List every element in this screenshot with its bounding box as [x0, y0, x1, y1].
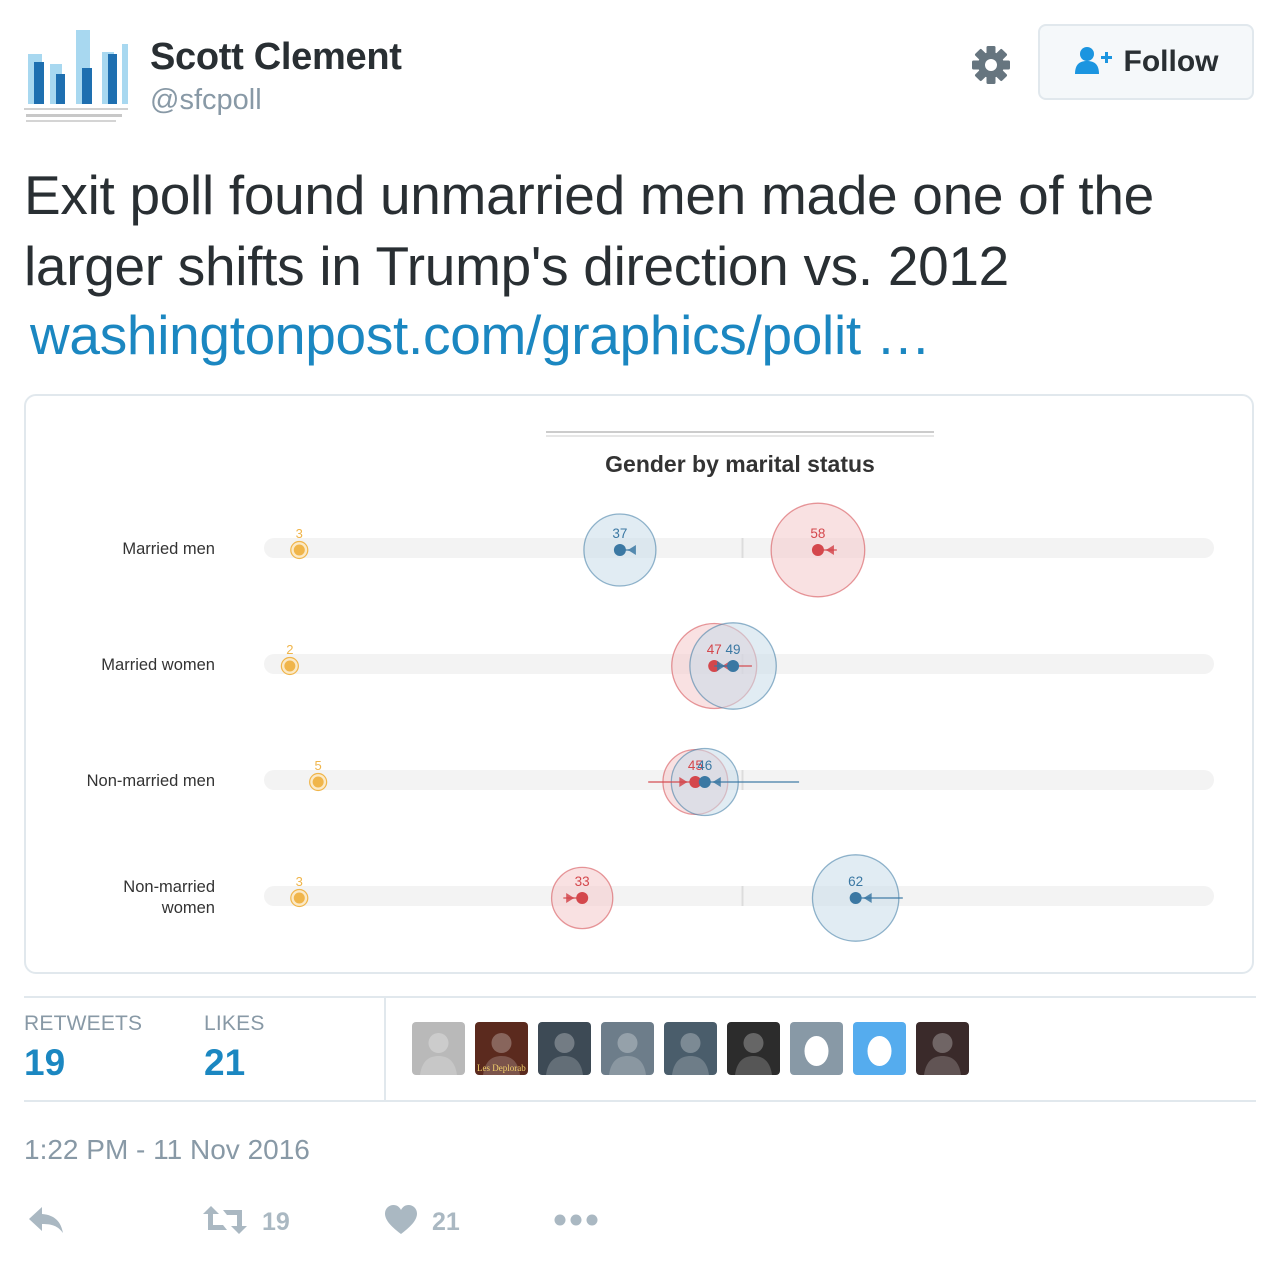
reply-button[interactable] [26, 1200, 66, 1244]
profile-photo [672, 1033, 709, 1075]
liker-caption: Les Deplorab [477, 1063, 526, 1073]
stats-divider-bottom [24, 1100, 1256, 1102]
profile-photo [420, 1033, 457, 1075]
liker-avatar[interactable] [790, 1022, 843, 1075]
liker-avatar[interactable] [664, 1022, 717, 1075]
other-label: 3 [296, 526, 303, 541]
dem-point [613, 544, 626, 556]
heart-icon [384, 1204, 418, 1241]
likes-value: 21 [204, 1042, 246, 1083]
liker-avatar[interactable] [727, 1022, 780, 1075]
liker-avatar[interactable]: Les Deplorab [475, 1022, 528, 1075]
stats-divider-top [24, 996, 1256, 998]
chart-title: Gender by marital status [605, 451, 875, 477]
rep-point [576, 892, 589, 904]
dem-label: 49 [726, 642, 741, 657]
follow-label: Follow [1123, 45, 1219, 78]
user-handle[interactable]: @sfcpoll [150, 84, 262, 116]
other-label: 5 [315, 758, 322, 773]
dem-label: 62 [848, 874, 863, 889]
other-point [293, 892, 305, 904]
avatar[interactable] [24, 24, 128, 128]
profile-photo: Les Deplorab [477, 1033, 526, 1075]
egg-icon [804, 1036, 829, 1066]
profile-photo [546, 1033, 583, 1075]
profile-photo [735, 1033, 772, 1075]
like-count: 21 [432, 1207, 460, 1236]
dem-shift-arrow [717, 661, 726, 671]
retweet-icon [202, 1204, 248, 1241]
dem-point [727, 660, 740, 672]
liker-avatar[interactable] [538, 1022, 591, 1075]
row-label: Married women [101, 656, 215, 674]
chart: Gender by marital status Married men 3 58 3… [87, 431, 1214, 942]
rep-point [811, 544, 824, 556]
retweets-value: 19 [24, 1042, 66, 1083]
dem-shift-arrow [863, 893, 872, 903]
row-track [264, 886, 1214, 906]
liker-avatars: Les Deplorab [412, 1022, 969, 1075]
other-point [293, 544, 305, 556]
row-track [264, 538, 1214, 558]
likes-stat[interactable]: LIKES 21 [204, 1012, 265, 1084]
row-label: Married men [122, 540, 215, 558]
tweet-link[interactable]: washingtonpost.com/graphics/polit … [30, 304, 931, 366]
row-label: women [161, 899, 215, 917]
add-user-icon [1074, 45, 1114, 80]
rep-shift-arrow [825, 545, 834, 555]
rep-label: 58 [810, 526, 825, 541]
follow-button[interactable]: Follow [1038, 24, 1254, 100]
rep-label: 45 [688, 758, 703, 773]
dem-shift-arrow [627, 545, 636, 555]
chart-row: Married men 3 58 37 [122, 502, 1214, 598]
liker-avatar[interactable] [916, 1022, 969, 1075]
rep-label: 33 [575, 874, 590, 889]
likes-label: LIKES [204, 1012, 265, 1035]
timestamp[interactable]: 1:22 PM - 11 Nov 2016 [24, 1134, 310, 1165]
dem-label: 37 [612, 526, 627, 541]
other-point [284, 660, 296, 672]
rep-shift-arrow [566, 893, 575, 903]
dem-point [849, 892, 862, 904]
more-icon [554, 1213, 598, 1232]
avatar-bar-chart-image [24, 24, 128, 128]
user-name[interactable]: Scott Clement [150, 36, 402, 78]
retweet-button[interactable]: 19 [202, 1200, 290, 1244]
other-label: 3 [296, 874, 303, 889]
reply-icon [26, 1203, 66, 1242]
liker-avatar[interactable] [412, 1022, 465, 1075]
profile-photo [609, 1033, 646, 1075]
other-point [312, 776, 324, 788]
liker-avatar[interactable] [601, 1022, 654, 1075]
row-label: Non-married [123, 878, 215, 896]
rep-point [689, 776, 702, 788]
dem-label: 46 [697, 758, 712, 773]
tweet-text-line-1: Exit poll found unmarried men made one o… [24, 164, 1154, 226]
gear-icon[interactable] [968, 42, 1014, 88]
retweets-label: RETWEETS [24, 1012, 143, 1035]
retweet-count: 19 [262, 1207, 290, 1236]
liker-avatar[interactable] [853, 1022, 906, 1075]
egg-icon [867, 1036, 892, 1066]
row-track [264, 770, 1214, 790]
tweet-text: Exit poll found unmarried men made one o… [24, 160, 1254, 302]
tweet-text-line-2: larger shifts in Trump's direction vs. 2… [24, 235, 1009, 297]
other-label: 2 [286, 642, 293, 657]
dem-point [698, 776, 711, 788]
stats-divider-vertical [384, 998, 386, 1100]
dem-shift-arrow [712, 777, 721, 787]
tweet-media-chart[interactable]: Gender by marital status Married men 3 58 3… [24, 394, 1254, 974]
row-label: Non-married men [87, 772, 215, 790]
more-button[interactable] [554, 1200, 598, 1244]
like-button[interactable]: 21 [384, 1200, 460, 1244]
profile-photo [924, 1033, 961, 1075]
rep-shift-arrow [679, 777, 688, 787]
rep-label: 47 [707, 642, 722, 657]
chart-row: Married women 2 47 49 [101, 622, 1214, 710]
retweets-stat[interactable]: RETWEETS 19 [24, 1012, 142, 1084]
